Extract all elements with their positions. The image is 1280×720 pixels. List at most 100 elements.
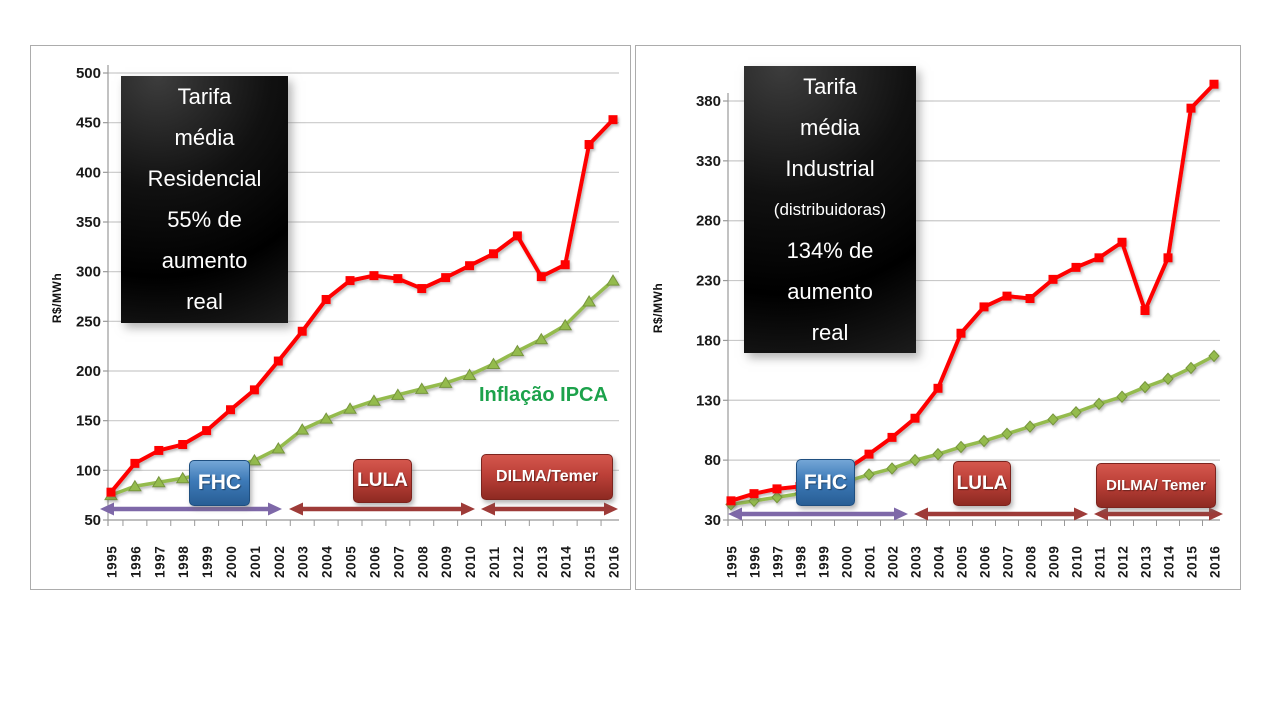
year-tick-label: 1998 [176,546,191,578]
data-point [1163,253,1173,263]
y-tick-label: 80 [704,452,721,469]
year-tick-label: 2006 [978,546,993,578]
data-point [1185,361,1197,375]
data-point [558,318,573,331]
chart-panel-industrial: 30 80 130 180 230 280 330 380 1995 1996 1997 1998 19… [635,45,1241,590]
data-point [486,357,501,370]
title-line: aumento [161,248,248,273]
data-point [1071,262,1081,272]
y-tick-label: 300 [76,264,101,281]
y-tick-label: 350 [76,214,101,231]
data-point [979,302,989,312]
data-point [1139,380,1151,394]
data-point [202,426,212,436]
data-point [417,284,427,294]
data-point [1117,237,1127,247]
y-tick-label: 280 [696,213,721,230]
year-tick-label: 2003 [296,546,311,578]
data-point [726,496,736,506]
year-tick-label: 2002 [272,546,287,578]
title-line: real [186,289,223,314]
title-line: média [174,125,235,150]
data-point [1093,397,1105,411]
year-tick-label: 2010 [1070,546,1085,578]
data-point [247,453,262,466]
data-point [864,449,874,459]
data-point [462,368,477,380]
data-point [933,383,943,393]
data-point [584,140,594,150]
y-tick-label: 230 [696,273,721,290]
year-tick-label: 2006 [367,546,382,578]
title-line: aumento [787,279,873,304]
data-point [226,405,236,415]
data-point [1094,253,1104,263]
year-tick-label: 2008 [1024,546,1039,578]
industrial-title-callout: Tarifa média Industrial (distribuidoras)… [744,66,916,353]
data-point [1001,427,1013,441]
year-tick-label: 1997 [152,546,167,578]
data-point [319,412,334,424]
title-line: Industrial [785,156,875,181]
data-point [956,328,966,338]
year-tick-label: 2014 [559,546,574,578]
data-point [175,471,190,484]
data-point [1070,406,1082,419]
year-tick-label: 2016 [607,546,622,578]
era-span-arrows [100,502,618,516]
era-box-fhc: FHC [796,459,855,506]
title-line: média [800,115,860,140]
y-tick-label: 400 [76,164,101,181]
year-tick-label: 2015 [583,546,598,578]
year-tick-label: 2004 [932,546,947,578]
year-tick-label: 2000 [840,546,855,578]
y-tick-label: 130 [696,392,721,409]
year-tick-label: 2009 [439,546,454,578]
y-tick-label: 380 [696,93,721,110]
data-point [1048,274,1058,284]
y-tick-label: 250 [76,313,101,330]
data-point [271,442,286,454]
data-point [249,385,259,395]
year-tick-label: 2000 [224,546,239,578]
data-point [367,394,381,406]
tariff-series [726,79,1219,506]
data-point [887,432,897,442]
era-box-fhc: FHC [189,460,250,506]
year-tick-label: 2014 [1162,546,1177,578]
data-point [863,468,875,481]
year-tick-label: 2015 [1185,546,1200,578]
year-tick-label: 2004 [320,546,335,578]
data-point [130,458,140,468]
y-tick-label: 180 [696,332,721,349]
data-point [1047,413,1059,426]
y-axis-label: R$/MWh [651,282,665,334]
title-line: real [811,320,849,345]
series-label-ipca: Inflação IPCA [479,384,608,406]
tariff-series [106,115,618,497]
year-tick-label: 1996 [748,546,763,578]
y-tick-label: 500 [76,65,101,82]
data-point [178,440,188,450]
y-tick-label: 30 [704,512,721,529]
data-point [465,261,475,271]
year-tick-label: 2012 [511,546,526,578]
title-line: 134% de [786,238,874,263]
year-tick-label: 2012 [1116,546,1131,578]
y-tick-label: 330 [696,153,721,170]
data-point [749,489,759,499]
chart-panel-residential: 50 100 150 200 250 300 350 400 450 500 1995 1996 199… [30,45,631,590]
data-point [1186,103,1196,113]
data-point [772,484,782,494]
year-tick-label: 1998 [794,546,809,578]
year-tick-label: 2002 [886,546,901,578]
data-point [390,388,405,400]
data-point [369,271,379,281]
data-point [560,260,570,270]
title-line: (distribuidoras) [773,200,887,219]
data-point [932,447,944,461]
data-point [1140,306,1150,315]
data-point [582,294,596,307]
data-point [128,479,142,492]
